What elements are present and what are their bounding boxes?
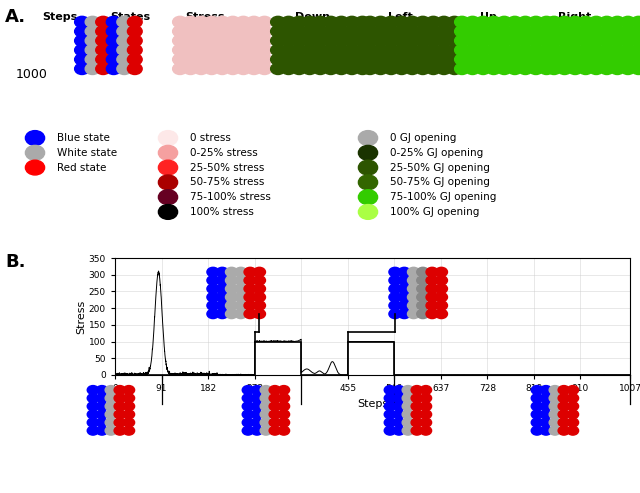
Text: 75-100% GJ opening: 75-100% GJ opening [390,192,497,202]
Text: B.: B. [5,253,26,271]
Text: White state: White state [58,148,118,158]
Text: Stress: Stress [185,12,225,22]
Text: 0-25% GJ opening: 0-25% GJ opening [390,148,484,158]
Text: Steps: Steps [42,12,77,22]
Text: 0 GJ opening: 0 GJ opening [390,133,457,143]
Text: Up: Up [479,12,497,22]
Text: Right: Right [558,12,591,22]
X-axis label: Steps: Steps [357,398,388,409]
Text: 25-50% GJ opening: 25-50% GJ opening [390,163,490,173]
Text: 0 stress: 0 stress [191,133,231,143]
Text: 75-100% stress: 75-100% stress [191,192,271,202]
Text: 50-75% stress: 50-75% stress [191,177,265,187]
Y-axis label: Stress: Stress [76,299,86,334]
Text: Red state: Red state [58,163,107,173]
Text: Blue state: Blue state [58,133,110,143]
Text: 25-50% stress: 25-50% stress [191,163,265,173]
Text: A.: A. [5,8,26,26]
Text: 1000: 1000 [16,69,48,81]
Text: 50-75% GJ opening: 50-75% GJ opening [390,177,490,187]
Text: 0-25% stress: 0-25% stress [191,148,258,158]
Text: 100% GJ opening: 100% GJ opening [390,207,480,217]
Text: 100% stress: 100% stress [191,207,254,217]
Text: Left: Left [388,12,412,22]
Text: Down: Down [296,12,330,22]
Text: States: States [110,12,150,22]
